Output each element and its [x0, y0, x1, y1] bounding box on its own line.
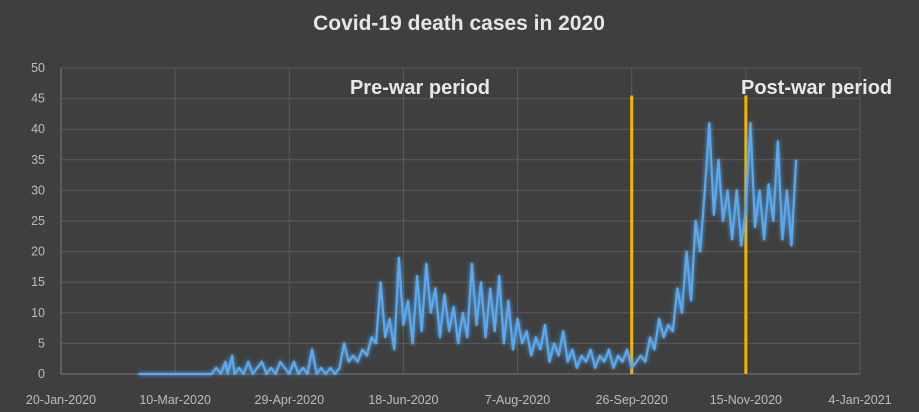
- x-tick-label: 29-Apr-2020: [255, 393, 325, 407]
- series-layer: [138, 121, 798, 376]
- event-markers: [630, 95, 748, 374]
- y-tick-label: 50: [31, 61, 45, 75]
- series-line: [138, 121, 798, 376]
- x-tick-label: 20-Jan-2020: [26, 393, 96, 407]
- y-tick-label: 10: [31, 306, 45, 320]
- y-tick-label: 40: [31, 122, 45, 136]
- x-tick-label: 18-Jun-2020: [368, 393, 438, 407]
- y-tick-label: 15: [31, 275, 45, 289]
- x-tick-label: 4-Jan-2021: [828, 393, 891, 407]
- chart-title: Covid-19 death cases in 2020: [313, 12, 605, 35]
- y-tick-label: 5: [38, 336, 45, 350]
- y-tick-label: 35: [31, 153, 45, 167]
- y-tick-label: 20: [31, 245, 45, 259]
- post-war-label: Post-war period: [741, 77, 892, 99]
- y-tick-label: 30: [31, 183, 45, 197]
- y-tick-label: 25: [31, 214, 45, 228]
- pre-war-label: Pre-war period: [350, 77, 490, 99]
- x-axis-ticks: 20-Jan-2020 10-Mar-2020 29-Apr-2020 18-Jun-…: [26, 393, 892, 407]
- annotations: Pre-war period Post-war period: [350, 77, 892, 99]
- y-tick-label: 0: [38, 367, 45, 381]
- x-tick-label: 7-Aug-2020: [485, 393, 550, 407]
- x-tick-label: 15-Nov-2020: [710, 393, 782, 407]
- x-tick-label: 26-Sep-2020: [596, 393, 668, 407]
- y-axis-ticks: 0 5 10 15 20 25 30 35 40 45 50: [31, 61, 45, 381]
- x-tick-label: 10-Mar-2020: [139, 393, 211, 407]
- y-tick-label: 45: [31, 92, 45, 106]
